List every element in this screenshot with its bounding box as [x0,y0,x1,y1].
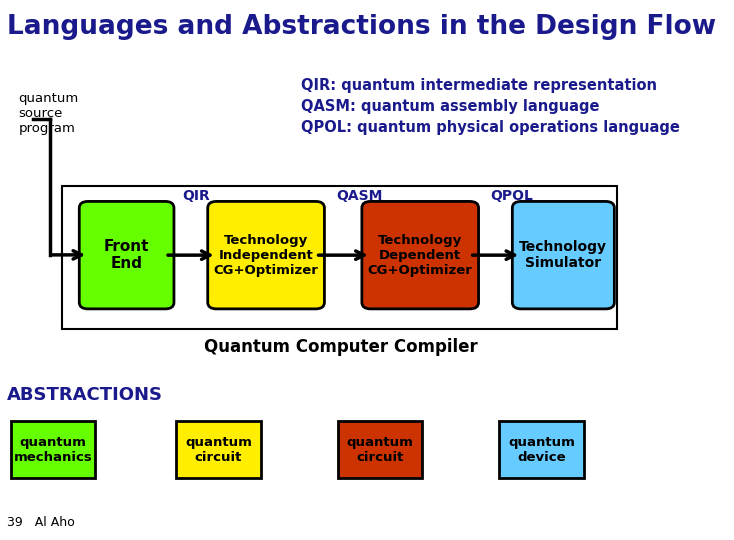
Bar [176,421,261,478]
Text: QASM: QASM [336,188,382,202]
Text: ABSTRACTIONS: ABSTRACTIONS [7,386,164,404]
Bar [11,421,95,478]
FancyBboxPatch shape [208,201,324,309]
FancyBboxPatch shape [362,201,479,309]
Text: quantum
circuit: quantum circuit [185,436,252,463]
Text: quantum
mechanics: quantum mechanics [14,436,92,463]
Text: Technology
Simulator: Technology Simulator [520,240,607,270]
Text: 39   Al Aho: 39 Al Aho [7,516,75,529]
FancyBboxPatch shape [79,201,174,309]
Text: quantum
source
program: quantum source program [18,92,79,135]
Text: quantum
circuit: quantum circuit [346,436,413,463]
Text: QIR: quantum intermediate representation
QASM: quantum assembly language
QPOL: q: QIR: quantum intermediate representation… [301,78,680,136]
Text: Technology
Independent
CG+Optimizer: Technology Independent CG+Optimizer [214,234,319,276]
Text: quantum
device: quantum device [508,436,575,463]
Bar [499,421,584,478]
Text: Front
End: Front End [104,239,149,271]
FancyBboxPatch shape [512,201,614,309]
Text: QPOL: QPOL [490,188,533,202]
Text: Quantum Computer Compiler: Quantum Computer Compiler [205,338,478,355]
Text: Languages and Abstractions in the Design Flow: Languages and Abstractions in the Design… [7,14,716,39]
Text: QIR: QIR [182,188,210,202]
Bar [338,421,422,478]
Text: Technology
Dependent
CG+Optimizer: Technology Dependent CG+Optimizer [368,234,473,276]
